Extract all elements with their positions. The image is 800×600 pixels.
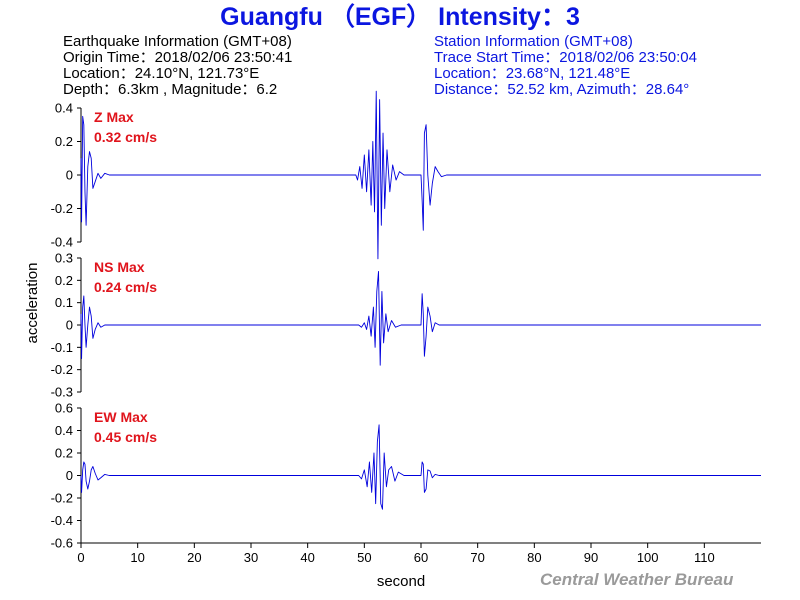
- y-axis-title: acceleration: [24, 263, 41, 344]
- x-tick-label: 100: [637, 550, 659, 565]
- panel-z-max-value: 0.32 cm/s: [94, 129, 157, 145]
- panel-z-y-tick-label: -0.4: [51, 235, 73, 250]
- panel-ew-y-tick-label: -0.4: [51, 513, 73, 528]
- panel-ns-y-tick-label: -0.2: [51, 362, 73, 377]
- x-axis-title: second: [377, 573, 425, 590]
- x-tick-label: 10: [130, 550, 144, 565]
- trace-start-time: Trace Start Time：2018/02/06 23:50:04: [434, 49, 697, 66]
- panel-ns-y-tick-label: -0.3: [51, 385, 73, 400]
- panel-ns-y-tick-label: 0: [66, 318, 73, 333]
- x-tick-label: 40: [300, 550, 314, 565]
- x-tick-label: 70: [470, 550, 484, 565]
- x-tick-label: 60: [414, 550, 428, 565]
- panel-ew-y-tick-label: 0.6: [55, 401, 73, 416]
- panel-ns-y-tick-label: 0.3: [55, 251, 73, 266]
- panel-z-y-tick-label: 0.2: [55, 134, 73, 149]
- distance-azimuth: Distance：52.52 km, Azimuth：28.64°: [434, 81, 690, 98]
- panel-ew-max-label: EW Max: [94, 409, 148, 425]
- x-tick-label: 90: [584, 550, 598, 565]
- panel-z-waveform: [80, 90, 761, 260]
- panel-z-y-tick-label: 0: [66, 168, 73, 183]
- depth-magnitude: Depth：6.3km , Magnitude：6.2: [63, 81, 278, 98]
- footer-credit: Central Weather Bureau: [540, 570, 734, 589]
- earthquake-info: Earthquake Information (GMT+08) Origin T…: [63, 34, 292, 98]
- x-tick-label: 0: [77, 550, 84, 565]
- origin-time: Origin Time：2018/02/06 23:50:41: [63, 49, 293, 66]
- panel-ns-y-tick-label: 0.2: [55, 273, 73, 288]
- panel-ew-waveform: [80, 424, 761, 510]
- panel-ew-y-tick-label: 0.4: [55, 423, 73, 438]
- panel-z-max-label: Z Max: [94, 109, 134, 125]
- x-tick-label: 30: [244, 550, 258, 565]
- panel-ns-waveform: [80, 270, 761, 366]
- panel-ns-y-tick-label: -0.1: [51, 340, 73, 355]
- panel-ns-y-tick-label: 0.1: [55, 295, 73, 310]
- station-info: Station Information (GMT+08) Trace Start…: [434, 34, 697, 98]
- panel-ns-max-label: NS Max: [94, 259, 145, 275]
- x-tick-label: 80: [527, 550, 541, 565]
- station-info-header: Station Information (GMT+08): [434, 33, 633, 50]
- panel-ew-max-value: 0.45 cm/s: [94, 429, 157, 445]
- panel-z-y-tick-label: 0.4: [55, 101, 73, 116]
- panel-ns-max-value: 0.24 cm/s: [94, 279, 157, 295]
- panel-ew-y-tick-label: 0: [66, 468, 73, 483]
- panel-z-y-tick-label: -0.2: [51, 201, 73, 216]
- earthquake-info-header: Earthquake Information (GMT+08): [63, 33, 292, 50]
- panel-ew-y-tick-label: -0.2: [51, 491, 73, 506]
- panel-ew-y-tick-label: 0.2: [55, 446, 73, 461]
- panel-ew-y-tick-label: -0.6: [51, 536, 73, 551]
- station-location: Location：23.68°N, 121.48°E: [434, 65, 631, 82]
- x-tick-label: 110: [694, 550, 715, 565]
- x-tick-label: 20: [187, 550, 201, 565]
- x-tick-label: 50: [357, 550, 371, 565]
- epicenter-location: Location：24.10°N, 121.73°E: [63, 65, 260, 82]
- chart-title: Guangfu （EGF） Intensity：3: [220, 3, 580, 31]
